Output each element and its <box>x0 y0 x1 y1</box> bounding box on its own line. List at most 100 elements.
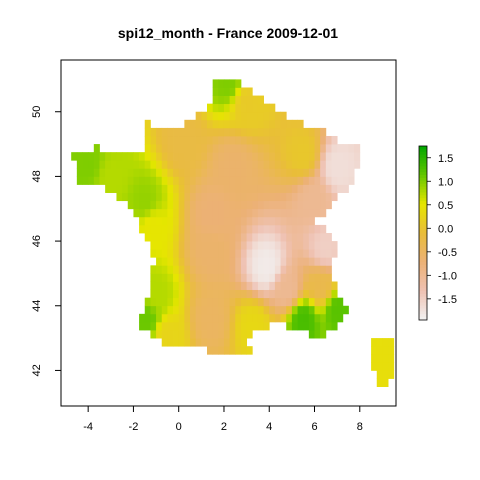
raster-cell <box>240 208 248 218</box>
raster-cell <box>320 330 327 339</box>
raster-cell <box>280 176 287 185</box>
raster-cell <box>144 192 151 202</box>
raster-cell <box>184 160 191 169</box>
raster-cell <box>144 168 151 177</box>
raster-cell <box>246 241 253 250</box>
raster-cell <box>274 119 281 129</box>
legend-band <box>419 146 427 150</box>
raster-cell <box>257 208 264 218</box>
raster-cell <box>173 305 180 315</box>
raster-cell <box>139 208 146 218</box>
raster-cell <box>314 273 321 282</box>
legend-band <box>419 256 427 260</box>
raster-cell <box>144 144 151 153</box>
raster-cell <box>269 273 276 282</box>
raster-cell <box>173 192 180 202</box>
raster-cell <box>252 152 259 161</box>
raster-cell <box>382 338 389 347</box>
raster-cell <box>207 273 214 282</box>
raster-cell <box>190 216 197 226</box>
raster-cell <box>263 184 270 193</box>
raster-cell <box>150 216 157 226</box>
raster-cell <box>212 289 219 299</box>
raster-cell <box>280 160 287 169</box>
raster-cell <box>110 176 117 185</box>
raster-cell <box>269 192 276 202</box>
raster-cell <box>201 152 208 161</box>
legend-band <box>419 279 427 283</box>
raster-cell <box>167 330 174 339</box>
raster-cell <box>207 305 214 315</box>
raster-cell <box>150 273 157 282</box>
raster-cell <box>337 184 344 193</box>
raster-cell <box>257 103 264 113</box>
raster-cell <box>195 160 202 169</box>
raster-cell <box>252 176 259 185</box>
raster-cell <box>201 289 208 299</box>
raster-cell <box>212 257 219 266</box>
raster-cell <box>240 127 248 137</box>
raster-cell <box>291 241 298 250</box>
raster-cell <box>201 119 208 129</box>
raster-cell <box>308 289 315 299</box>
raster-cell <box>173 273 180 282</box>
raster-cell <box>235 281 242 290</box>
raster-cell <box>235 184 242 193</box>
raster-cell <box>110 184 117 193</box>
raster-cell <box>178 127 185 137</box>
raster-cell <box>195 233 202 242</box>
raster-cell <box>257 297 264 307</box>
raster-cell <box>207 200 214 210</box>
raster-cell <box>257 313 264 323</box>
raster-cell <box>218 241 225 250</box>
raster-cell <box>167 321 174 331</box>
raster-cell <box>161 160 168 169</box>
raster-cell <box>218 168 225 177</box>
raster-cell <box>167 297 174 307</box>
raster-cell <box>190 176 197 185</box>
legend-band <box>419 250 427 254</box>
raster-cell <box>286 241 293 250</box>
raster-cell <box>229 135 236 145</box>
legend-band <box>419 235 427 240</box>
legend-band <box>419 198 427 202</box>
raster-cell <box>167 135 174 145</box>
raster-cell <box>235 338 242 347</box>
raster-cell <box>291 297 298 307</box>
raster-cell <box>263 281 270 290</box>
raster-cell <box>156 224 163 234</box>
raster-cell <box>274 152 281 161</box>
raster-cell <box>133 176 140 185</box>
raster-cell <box>263 152 270 161</box>
raster-cell <box>325 249 332 258</box>
raster-cell <box>190 208 197 218</box>
raster-cell <box>382 354 389 363</box>
raster-cell <box>133 184 140 193</box>
raster-cell <box>314 127 321 137</box>
raster-cell <box>297 135 304 145</box>
raster-cell <box>314 297 321 307</box>
raster-cell <box>161 338 168 347</box>
raster-cell <box>308 249 315 258</box>
raster-cell <box>280 152 287 161</box>
raster-cell <box>235 127 242 137</box>
raster-cell <box>156 313 163 323</box>
raster-cell <box>173 289 180 299</box>
raster-cell <box>269 241 276 250</box>
raster-cell <box>156 176 163 185</box>
raster-cell <box>167 313 174 323</box>
raster-cell <box>190 233 197 242</box>
raster-cell <box>252 160 259 169</box>
raster-cell <box>235 160 242 169</box>
raster-cell <box>257 135 264 145</box>
raster-cell <box>235 95 242 105</box>
raster-cell <box>195 184 202 193</box>
raster-cell <box>235 103 242 113</box>
raster-cell <box>133 160 140 169</box>
raster-cell <box>229 224 236 234</box>
raster-cell <box>218 192 225 202</box>
legend-band <box>419 241 427 245</box>
raster-cell <box>291 224 298 234</box>
raster-cell <box>280 119 287 129</box>
raster-cell <box>223 289 231 299</box>
